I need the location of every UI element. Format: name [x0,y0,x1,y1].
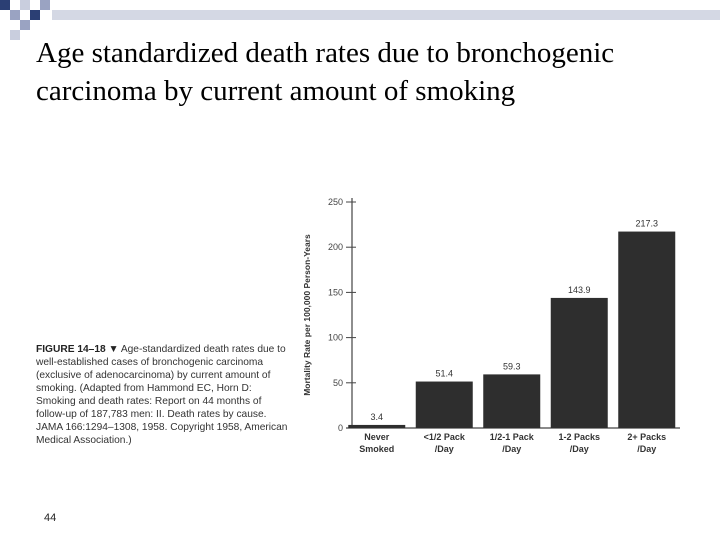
deco-block [40,0,50,10]
data-label: 217.3 [635,219,658,229]
data-label: 143.9 [568,285,591,295]
chart-svg: 0 50 100 150 200 250 Mortality Rate per 100,00… [302,197,680,454]
data-label: 51.4 [435,369,453,379]
deco-block [0,0,10,10]
x-tick-label: /Day [502,444,521,454]
bar [550,297,608,428]
x-tick-label: Smoked [359,444,394,454]
y-tick-label: 50 [333,378,343,388]
figure-label: FIGURE 14–18 ▼ [36,344,119,355]
data-label: 59.3 [503,361,521,371]
y-tick-label: 250 [328,197,343,207]
figure-caption-text: Age-standardized death rates due to well… [36,344,288,446]
bar [618,231,676,428]
data-label: 3.4 [370,412,383,422]
x-tick-label: /Day [570,444,589,454]
x-tick-label: <1/2 Pack [424,432,466,442]
x-tick-label: 1/2-1 Pack [490,432,535,442]
y-axis-title: Mortality Rate per 100,000 Person-Years [302,234,312,396]
x-tick-label: /Day [637,444,656,454]
slide-number: 44 [44,512,57,524]
bar [415,381,473,428]
deco-block [20,0,30,10]
y-tick-label: 0 [338,423,343,433]
bar [483,374,541,428]
x-tick-label: Never [364,432,390,442]
y-tick-label: 200 [328,242,343,252]
x-tick-label: 1-2 Packs [558,432,600,442]
y-tick-label: 100 [328,333,343,343]
title-decoration [0,0,720,40]
y-tick-label: 150 [328,287,343,297]
bar [348,424,406,428]
slide-title: Age standardized death rates due to bron… [36,37,615,107]
bar-chart: 0 50 100 150 200 250 Mortality Rate per 100,00… [290,188,690,468]
x-tick-label: /Day [435,444,454,454]
deco-block [30,10,40,20]
deco-block [20,20,30,30]
deco-block [10,30,20,40]
figure-caption: FIGURE 14–18 ▼ Age-standardized death ra… [36,343,288,447]
deco-gradient-bar [52,10,720,20]
x-tick-label: 2+ Packs [627,432,666,442]
deco-block [10,10,20,20]
